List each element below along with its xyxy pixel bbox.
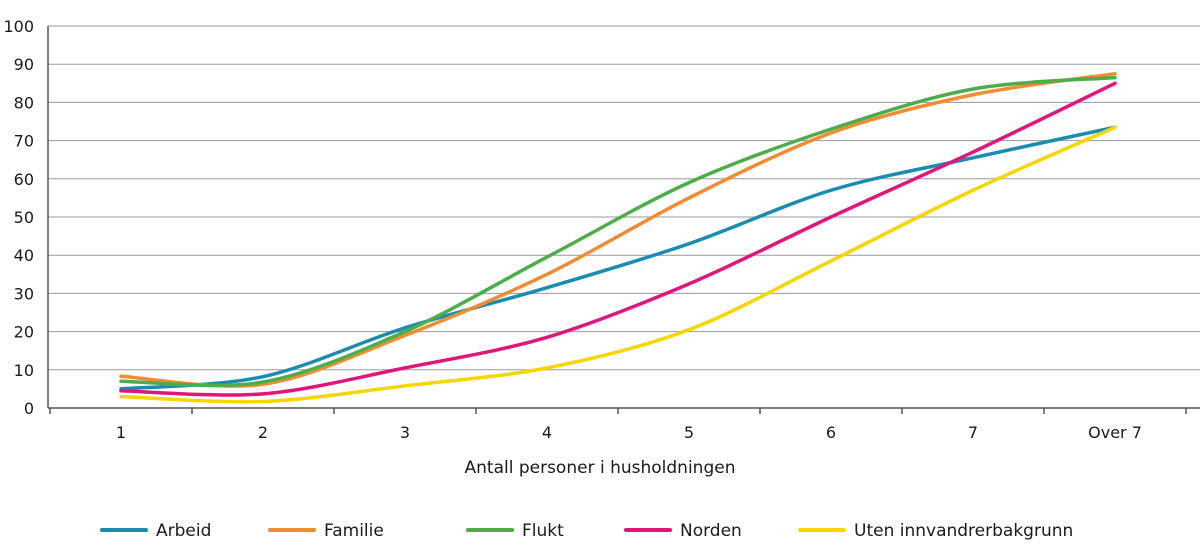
x-tick-label: 5	[684, 423, 694, 442]
legend: Arbeid Familie Flukt Norden Uten innvandrerb…	[100, 521, 1073, 541]
y-tick-label: 20	[14, 323, 34, 342]
legend-label: Uten innvandrerbakgrunn	[854, 521, 1073, 541]
legend-item: Uten innvandrerbakgrunn	[798, 521, 1073, 541]
y-tick-label: 50	[14, 208, 34, 227]
y-tick-label: 0	[24, 399, 34, 418]
legend-item: Norden	[624, 521, 742, 541]
x-tick-label: Over 7	[1088, 423, 1142, 442]
legend-item: Familie	[268, 521, 384, 541]
x-tick-label: 1	[116, 423, 126, 442]
x-tick-label: 6	[826, 423, 836, 442]
x-tick-label: 7	[968, 423, 978, 442]
legend-item: Arbeid	[100, 521, 211, 541]
series-lines	[119, 72, 1117, 404]
y-tick-label: 30	[14, 284, 34, 303]
legend-label: Familie	[324, 521, 384, 541]
x-axis-title: Antall personer i husholdningen	[465, 458, 736, 478]
axes	[47, 26, 1200, 414]
legend-item: Flukt	[466, 521, 564, 541]
y-tick-label: 70	[14, 132, 34, 151]
series-line-familie	[119, 72, 1117, 388]
series-line-uten-innvandrerbakgrunn	[119, 125, 1117, 404]
y-tick-label: 100	[3, 17, 34, 36]
series-line-norden	[119, 81, 1117, 397]
x-tick-label: 3	[400, 423, 410, 442]
x-axis-ticks: 1 2 3 4 5 6 7 Over 7	[116, 423, 1142, 442]
legend-label: Flukt	[522, 521, 564, 541]
y-tick-label: 80	[14, 93, 34, 112]
y-tick-label: 10	[14, 361, 34, 380]
x-tick-label: 4	[542, 423, 552, 442]
gridlines	[48, 25, 1200, 371]
y-axis-ticks: 0 10 20 30 40 50 60 70 80 90 100	[3, 17, 34, 418]
y-tick-label: 90	[14, 55, 34, 74]
series-line-arbeid	[119, 125, 1117, 391]
series-line-flukt	[119, 75, 1117, 388]
y-tick-label: 60	[14, 170, 34, 189]
x-tick-label: 2	[258, 423, 268, 442]
legend-label: Arbeid	[156, 521, 211, 541]
legend-label: Norden	[680, 521, 742, 541]
y-tick-label: 40	[14, 246, 34, 265]
